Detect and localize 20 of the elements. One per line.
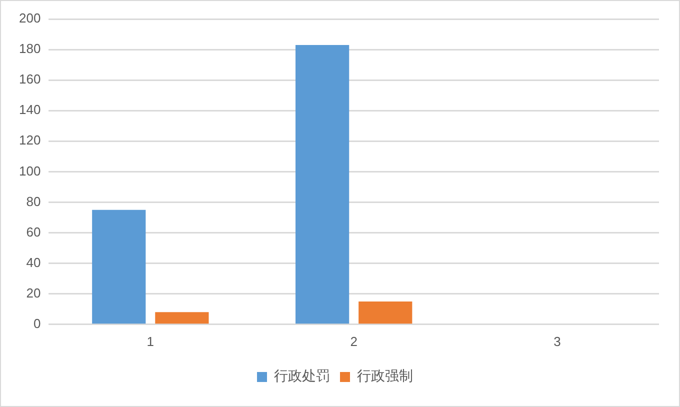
bar	[296, 44, 350, 324]
y-tick-label: 100	[18, 163, 41, 178]
x-tick-label: 3	[554, 334, 561, 349]
bar	[92, 210, 146, 324]
y-tick-label: 40	[26, 254, 41, 270]
legend-label: 行政处罚	[274, 368, 330, 385]
y-tick-label: 160	[18, 72, 41, 87]
bar	[358, 301, 412, 324]
y-tick-label: 80	[26, 194, 41, 209]
y-tick-label: 0	[33, 316, 41, 331]
x-tick-label: 1	[146, 334, 154, 349]
legend-label: 行政强制	[357, 368, 413, 385]
x-tick-label: 2	[350, 334, 358, 349]
y-tick-label: 20	[26, 285, 41, 300]
y-tick-label: 60	[26, 224, 41, 240]
y-tick-label: 200	[18, 10, 41, 26]
bar	[155, 312, 209, 324]
y-tick-label: 120	[18, 132, 41, 148]
y-tick-label: 180	[18, 41, 41, 56]
y-tick-label: 140	[18, 102, 41, 118]
